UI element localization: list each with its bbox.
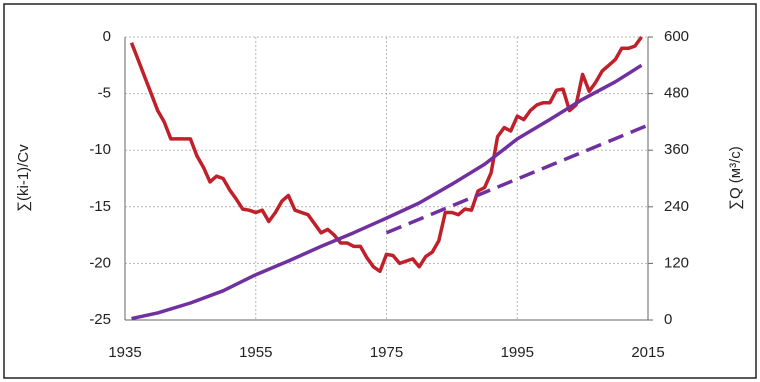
x-tick-label: 1975 [370,344,403,361]
y2-tick-label: 360 [664,141,689,158]
x-tick-label: 1935 [108,344,141,361]
series-line [131,63,643,321]
series-line [129,35,643,274]
y-tick-label: -20 [89,254,111,271]
y-tick-label: 0 [103,28,111,45]
y-tick-label: -15 [89,198,111,215]
x-tick-label: 1995 [501,344,534,361]
y-tick-label: -5 [98,85,111,102]
y2-tick-label: 480 [664,85,689,102]
y2-tick-label: 0 [664,311,672,328]
x-tick-label: 1955 [239,344,272,361]
y2-tick-label: 240 [664,198,689,215]
x-tick-label: 2015 [631,344,664,361]
y2-tick-label: 120 [664,254,689,271]
y-axis-title: ∑(ki-1)/Cv [15,144,32,212]
y2-tick-label: 600 [664,28,689,45]
chart-frame [3,3,757,379]
y2-axis-title: ∑Q (м³/c) [727,146,744,210]
y-tick-label: -25 [89,311,111,328]
y-tick-label: -10 [89,141,111,158]
